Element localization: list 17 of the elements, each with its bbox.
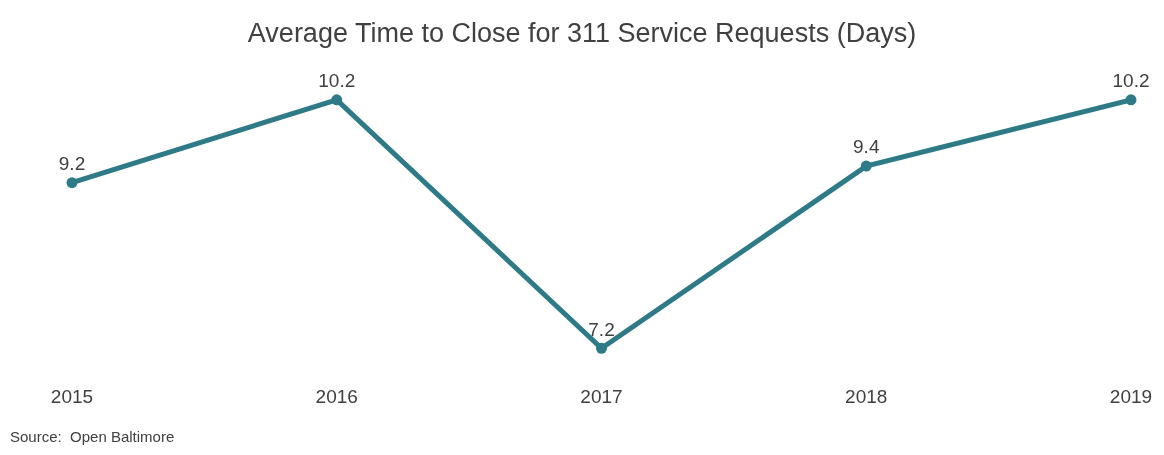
point (331, 94, 343, 106)
data-label: 9.2 (58, 153, 86, 175)
data-label: 9.4 (853, 136, 880, 158)
point (860, 160, 872, 172)
point (596, 342, 607, 354)
data-label: 10.2 (318, 70, 356, 92)
data-label: 7.2 (588, 318, 615, 340)
x-tick-label: 2016 (315, 386, 358, 407)
chart-title: Average Time to Close for 311 Service Requests (Days) (247, 17, 917, 48)
x-tick-label: 2018 (845, 386, 888, 407)
x-tick-label: 2017 (580, 386, 623, 407)
data-label: 10.2 (1112, 70, 1150, 92)
x-tick-label: 2015 (50, 386, 94, 407)
point (66, 177, 78, 189)
x-tick-label: 2019 (1109, 386, 1153, 407)
point (1125, 94, 1137, 106)
source-note: Source: Open Baltimore (10, 428, 175, 445)
